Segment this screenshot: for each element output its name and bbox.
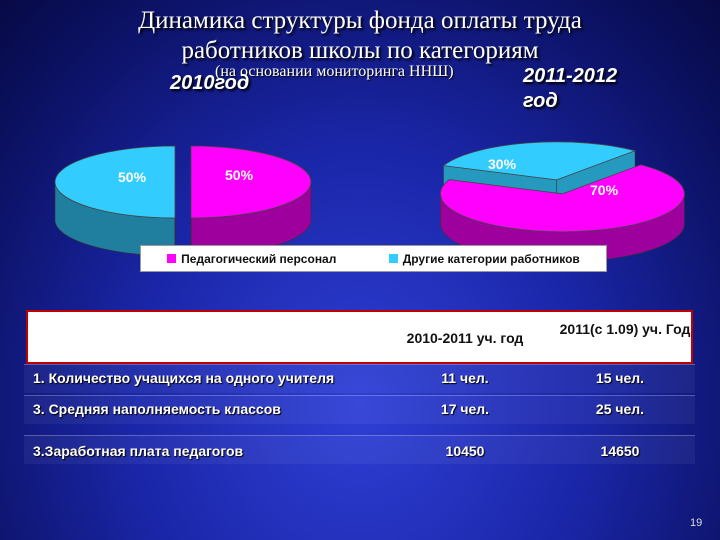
table-row-3-col2: 14650	[600, 443, 640, 459]
pie-data-label: 70%	[590, 182, 619, 198]
slide-title-line-1: Динамика структуры фонда оплаты труда	[138, 7, 582, 34]
table-row-1-col1: 11 чел.	[441, 370, 489, 386]
slide-title-line-2: работников школы по категориям	[181, 37, 539, 64]
table-row-3-col1: 10450	[445, 443, 485, 459]
legend-item-other: Другие категории работников	[388, 251, 580, 266]
legend-label-teaching: Педагогический персонал	[181, 251, 337, 266]
pie-charts: 50% 50% 70% 30%	[54, 141, 685, 263]
legend-label-other: Другие категории работников	[402, 251, 580, 266]
table-row-2-label: 3. Средняя наполняемость классов	[33, 401, 281, 417]
table-header-row	[26, 310, 693, 364]
table-header-col2: 2011(с 1.09) уч. Год	[559, 321, 691, 337]
pie-slice	[54, 145, 176, 219]
pie-slice	[440, 164, 685, 233]
table-row-3-label: 3.Заработная плата педагогов	[33, 443, 244, 459]
table-row-1-label: 1. Количество учащихся на одного учителя	[33, 370, 335, 386]
pie-data-label: 30%	[488, 156, 517, 172]
legend-item-teaching: Педагогический персонал	[167, 252, 336, 266]
table-row	[24, 395, 695, 424]
pie-chart-2011: 70% 30%	[440, 141, 685, 263]
table-row-2-col1: 17 чел.	[440, 401, 490, 417]
page-number: 19	[690, 517, 703, 529]
legend-swatch-other	[388, 254, 398, 263]
pie-data-label: 50%	[118, 169, 147, 185]
chart-legend: Педагогический персонал Другие категории…	[140, 245, 607, 272]
year-label-right: 2011-2012 год	[523, 65, 618, 112]
legend-swatch-teaching	[167, 254, 177, 263]
year-label-left: 2010год	[170, 72, 250, 94]
table-row-2-col2: 25 чел.	[595, 401, 645, 417]
table-header-col1: 2010-2011 уч. год	[406, 330, 524, 346]
table-row-1-col2: 15 чел.	[595, 370, 645, 386]
pie-slice	[190, 145, 312, 219]
slide-subtitle: (на основании мониторинга ННШ)	[215, 63, 454, 80]
table-row	[24, 435, 695, 464]
table-row	[24, 364, 695, 393]
pie-data-label: 50%	[225, 167, 254, 183]
pie-chart-2010: 50% 50%	[54, 145, 312, 257]
pie-slice	[442, 141, 637, 181]
